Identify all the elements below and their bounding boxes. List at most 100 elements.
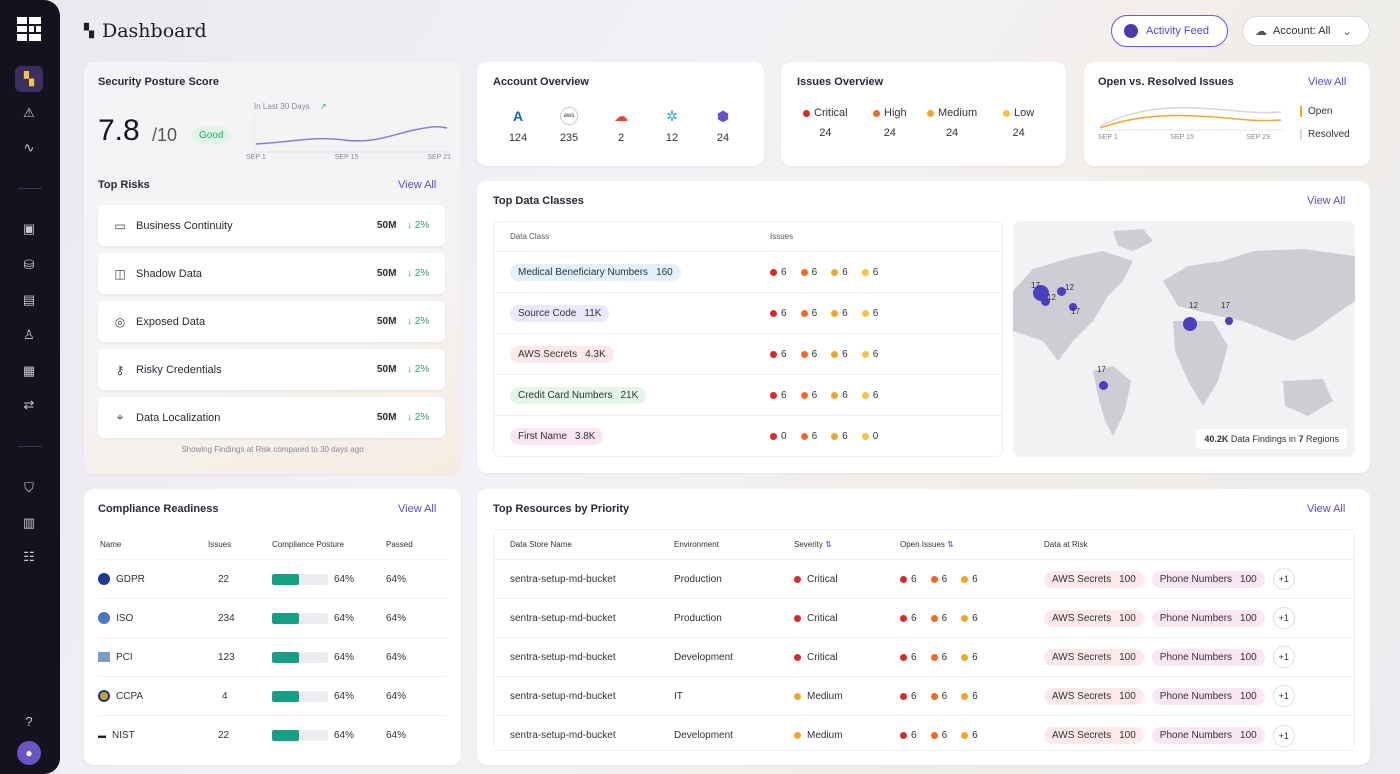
activity-icon[interactable]: ∿	[23, 140, 35, 155]
storage-icon[interactable]: ⛁	[23, 257, 35, 272]
sev-count: 6	[842, 266, 848, 278]
open-resolved-view-all-link[interactable]: View All	[1308, 76, 1347, 88]
map-dot[interactable]	[1099, 381, 1108, 390]
issue-low[interactable]: Low 24	[1003, 107, 1034, 139]
open-issues-column-header[interactable]: Open Issues ⇅	[900, 540, 1044, 549]
more-risks-button[interactable]: +1	[1272, 568, 1295, 590]
risk-pill[interactable]: AWS Secrets 100	[1044, 687, 1144, 705]
risk-pill[interactable]: AWS Secrets 100	[1044, 609, 1144, 627]
resources-view-all-link[interactable]: View All	[1307, 503, 1346, 515]
severity-column-header[interactable]: Severity ⇅	[794, 540, 900, 549]
activity-feed-button[interactable]: Activity Feed	[1111, 15, 1228, 47]
risk-item[interactable]: ▭ Business Continuity 50M ↓ 2%	[98, 205, 445, 246]
more-risks-button[interactable]: +1	[1272, 724, 1295, 747]
risk-name: Phone Numbers	[1159, 573, 1233, 585]
table-row[interactable]: ▬ NIST 22 64% 64%	[98, 715, 447, 754]
risk-name: AWS Secrets	[1052, 651, 1112, 663]
low-dot-icon	[861, 309, 869, 317]
compliance-view-all-link[interactable]: View All	[398, 503, 437, 515]
more-risks-button[interactable]: +1	[1272, 646, 1295, 668]
map-label: 17	[1221, 301, 1230, 310]
report-icon[interactable]: ▥	[22, 515, 36, 530]
file-icon[interactable]: ▤	[22, 292, 36, 307]
account-item-aws[interactable]: aws 235	[549, 106, 589, 144]
passed-value: 64%	[386, 651, 407, 663]
table-row[interactable]: sentra-setup-md-bucket Development Criti…	[494, 638, 1354, 677]
table-row[interactable]: Source Code 11K 6 6 6 6	[494, 293, 1002, 334]
sev-count: 6	[811, 266, 818, 278]
account-count: 235	[559, 132, 579, 144]
table-row[interactable]: First Name 3.8K 0 6 6 0	[494, 416, 1002, 456]
risk-pill[interactable]: Phone Numbers 100	[1151, 570, 1265, 588]
logo-grid-icon[interactable]	[14, 14, 44, 44]
table-row[interactable]: CCPA 4 64% 64%	[98, 676, 447, 715]
table-row[interactable]: Medical Beneficiary Numbers 160 6 6 6 6	[494, 252, 1002, 293]
account-select[interactable]: ☁ Account: All ⌄	[1242, 16, 1370, 46]
user-avatar-icon[interactable]: ●	[17, 741, 41, 765]
dashboard-icon[interactable]: ▚	[15, 66, 43, 92]
risk-pill[interactable]: Phone Numbers 100	[1151, 727, 1265, 744]
more-risks-button[interactable]: +1	[1272, 607, 1295, 629]
risk-value: 50M	[377, 412, 397, 423]
users-icon[interactable]: ♙	[23, 327, 35, 342]
table-row[interactable]: sentra-setup-md-bucket Production Critic…	[494, 599, 1354, 638]
checklist-icon[interactable]: ☷	[23, 549, 35, 564]
map-dot[interactable]	[1069, 303, 1077, 311]
more-risks-button[interactable]: +1	[1272, 685, 1295, 707]
high-dot-icon	[800, 309, 808, 317]
table-row[interactable]: ISO 234 64% 64%	[98, 598, 447, 637]
sev-count: 6	[811, 348, 818, 360]
posture-value: 64%	[334, 573, 355, 585]
column-header: Environment	[674, 540, 719, 549]
medium-dot-icon	[927, 109, 934, 117]
map-label: 17	[1031, 281, 1040, 290]
risk-item[interactable]: ◫ Shadow Data 50M ↓ 2%	[98, 253, 445, 294]
passed-value: 64%	[386, 690, 407, 702]
risk-pill[interactable]: Phone Numbers 100	[1151, 687, 1265, 705]
column-header-label: Open Issues	[900, 540, 945, 549]
risk-pill[interactable]: AWS Secrets 100	[1044, 727, 1144, 744]
table-row[interactable]: Credit Card Numbers 21K 6 6 6 6	[494, 375, 1002, 416]
table-row[interactable]: AWS Secrets 4.3K 6 6 6 6	[494, 334, 1002, 375]
risk-item[interactable]: ⌖ Data Localization 50M ↓ 2%	[98, 397, 445, 438]
map-dot[interactable]	[1225, 317, 1233, 325]
risk-pill[interactable]: Phone Numbers 100	[1151, 648, 1265, 666]
table-row[interactable]: sentra-setup-md-bucket Development Mediu…	[494, 716, 1354, 750]
risk-item[interactable]: ⚷ Risky Credentials 50M ↓ 2%	[98, 349, 445, 390]
help-icon[interactable]: ?	[25, 713, 33, 729]
shield-icon[interactable]: ⛉	[24, 480, 34, 495]
critical-dot-icon	[900, 614, 907, 622]
risk-pill[interactable]: Phone Numbers 100	[1151, 609, 1265, 627]
map-dot[interactable]	[1041, 297, 1050, 306]
alert-icon[interactable]: ⚠	[23, 105, 35, 120]
issue-critical[interactable]: Critical 24	[803, 107, 848, 139]
table-icon[interactable]: ▦	[22, 363, 36, 378]
table-row[interactable]: sentra-setup-md-bucket IT Medium 6 6 6 A…	[494, 677, 1354, 716]
map-dot[interactable]	[1057, 287, 1066, 296]
top-risks-view-all-link[interactable]: View All	[398, 179, 437, 191]
data-classes-view-all-link[interactable]: View All	[1307, 195, 1346, 207]
issue-medium[interactable]: Medium 24	[927, 107, 977, 139]
risk-name: Phone Numbers	[1159, 612, 1233, 624]
world-map[interactable]: 17 12 12 17 17 12 17 40.2K Data Findings…	[1013, 221, 1355, 457]
issue-count: 6	[911, 573, 917, 585]
account-item-kubernetes[interactable]: ✲ 12	[652, 106, 692, 145]
risk-item[interactable]: ◎ Exposed Data 50M ↓ 2%	[98, 301, 445, 342]
sev-count: 6	[811, 389, 818, 401]
map-dot[interactable]	[1183, 317, 1197, 331]
table-row[interactable]: sentra-setup-md-bucket Production Critic…	[494, 560, 1354, 599]
database-icon[interactable]: ▣	[22, 221, 36, 236]
high-dot-icon	[930, 732, 938, 739]
issue-high[interactable]: High 24	[873, 107, 907, 139]
table-row[interactable]: GDPR 22 64% 64%	[98, 559, 447, 598]
account-item-azure[interactable]: A 124	[498, 106, 538, 144]
map-label: 12	[1189, 301, 1198, 310]
transfer-icon[interactable]: ⇄	[23, 397, 35, 412]
table-row[interactable]: PCI 123 64% 64%	[98, 637, 447, 676]
account-item-gcp[interactable]: ☁ 2	[601, 106, 641, 145]
risk-pill[interactable]: AWS Secrets 100	[1044, 648, 1144, 666]
data-store-name: sentra-setup-md-bucket	[510, 612, 616, 624]
risk-pill[interactable]: AWS Secrets 100	[1044, 570, 1144, 588]
account-item-openshift[interactable]: ⬢ 24	[703, 106, 743, 145]
sev-count: 6	[842, 348, 848, 360]
